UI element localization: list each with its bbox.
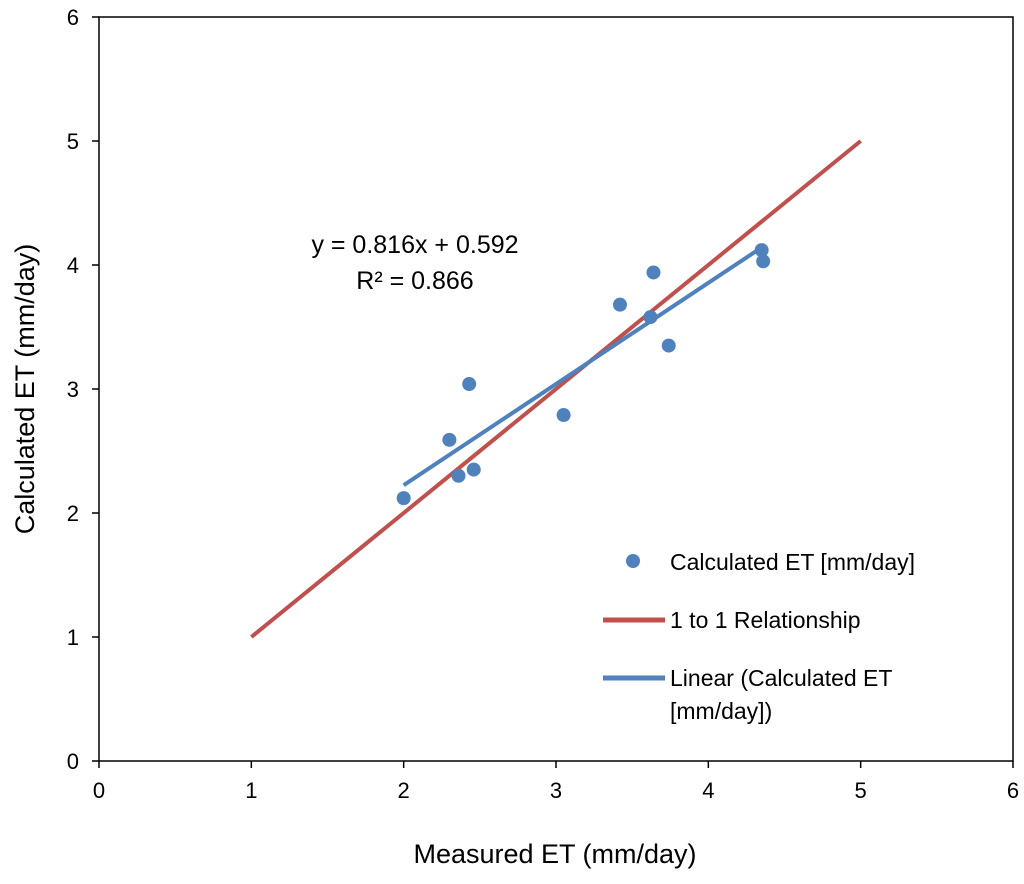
data-point	[451, 468, 466, 483]
axes	[92, 16, 1014, 768]
x-tick-label: 4	[702, 778, 714, 803]
legend-label-trendline-line2: [mm/day])	[670, 698, 772, 724]
y-tick-label: 1	[67, 625, 79, 650]
one-to-one-line	[250, 139, 862, 639]
legend: Calculated ET [mm/day] 1 to 1 Relationsh…	[603, 549, 915, 724]
data-point	[466, 462, 481, 477]
y-axis-title: Calculated ET (mm/day)	[10, 244, 40, 535]
linear-trendline	[402, 244, 765, 487]
x-axis-title: Measured ET (mm/day)	[413, 839, 696, 869]
tick-labels: 0 1 2 3 4 5 6 0 1 2 3 4 5 6	[67, 5, 1019, 803]
legend-marker-scatter	[626, 554, 640, 568]
x-tick-label: 3	[550, 778, 562, 803]
y-tick-label: 4	[67, 253, 79, 278]
x-tick-label: 5	[855, 778, 867, 803]
series	[250, 139, 862, 639]
r-squared-label: R² = 0.866	[356, 267, 473, 295]
data-point	[646, 265, 661, 280]
y-tick-label: 0	[67, 749, 79, 774]
x-tick-label: 2	[398, 778, 410, 803]
trendline-equation: y = 0.816x + 0.592	[311, 231, 518, 259]
data-point	[754, 243, 769, 258]
y-tick-label: 6	[67, 5, 79, 30]
data-point	[612, 297, 627, 312]
data-point	[442, 432, 457, 447]
y-tick-label: 3	[67, 377, 79, 402]
legend-label-one-to-one: 1 to 1 Relationship	[670, 607, 861, 633]
data-point	[661, 338, 676, 353]
annotations: y = 0.816x + 0.592 R² = 0.866	[311, 231, 518, 295]
x-tick-label: 1	[245, 778, 257, 803]
legend-label-trendline-line1: Linear (Calculated ET	[670, 665, 892, 691]
x-tick-label: 6	[1007, 778, 1019, 803]
x-tick-label: 0	[93, 778, 105, 803]
data-point	[643, 310, 658, 325]
data-point	[556, 408, 571, 423]
data-point	[756, 254, 771, 269]
y-tick-label: 5	[67, 129, 79, 154]
data-point	[396, 491, 411, 506]
data-point	[462, 377, 477, 392]
y-tick-label: 2	[67, 501, 79, 526]
legend-label-scatter: Calculated ET [mm/day]	[670, 549, 915, 575]
